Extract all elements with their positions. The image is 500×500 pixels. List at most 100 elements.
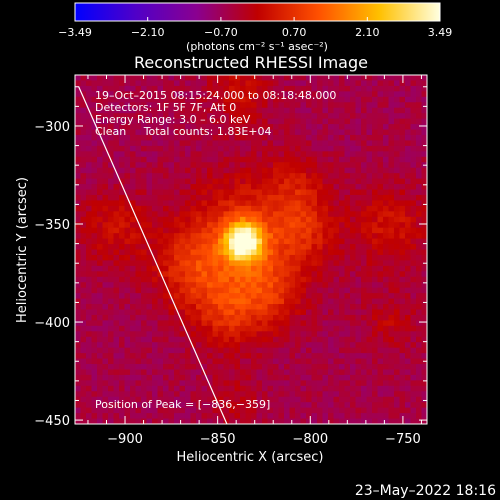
heatmap-cell — [372, 145, 379, 152]
heatmap-cell — [300, 151, 307, 158]
heatmap-cell — [405, 194, 412, 202]
heatmap-cell — [102, 314, 109, 321]
heatmap-cell — [234, 282, 241, 289]
heatmap-cell — [355, 102, 362, 109]
heatmap-cell — [267, 167, 274, 174]
heatmap-cell — [240, 156, 247, 163]
heatmap-cell — [366, 75, 373, 82]
heatmap-cell — [124, 173, 131, 180]
heatmap-cell — [91, 140, 98, 147]
heatmap-cell — [372, 233, 379, 240]
heatmap-cell — [388, 227, 395, 234]
heatmap-cell — [405, 102, 412, 109]
heatmap-cell — [108, 336, 115, 343]
heatmap-cell — [339, 282, 346, 289]
heatmap-cell — [240, 244, 247, 251]
heatmap-cell — [333, 336, 340, 343]
heatmap-cell — [350, 151, 357, 158]
heatmap-cell — [394, 189, 401, 196]
heatmap-cell — [256, 413, 263, 420]
heatmap-cell — [240, 124, 247, 131]
heatmap-cell — [284, 227, 291, 234]
colorbar-units: (photons cm⁻² s⁻¹ asec⁻²) — [186, 40, 328, 53]
heatmap-cell — [306, 145, 313, 152]
heatmap-cell — [256, 216, 263, 223]
heatmap-cell — [163, 396, 170, 403]
heatmap-cell — [234, 173, 241, 180]
heatmap-cell — [388, 293, 395, 300]
heatmap-cell — [146, 167, 153, 174]
heatmap-cell — [328, 314, 335, 321]
heatmap-cell — [322, 282, 329, 289]
heatmap-cell — [410, 271, 417, 278]
heatmap-cell — [168, 107, 175, 114]
heatmap-cell — [207, 96, 214, 103]
heatmap-cell — [289, 260, 296, 267]
heatmap-cell — [207, 265, 214, 272]
heatmap-cell — [113, 91, 120, 98]
heatmap-cell — [262, 385, 269, 392]
heatmap-cell — [322, 96, 329, 103]
heatmap-cell — [383, 287, 390, 294]
heatmap-cell — [179, 249, 186, 256]
heatmap-cell — [146, 222, 153, 229]
heatmap-cell — [361, 287, 368, 294]
heatmap-cell — [86, 271, 93, 278]
heatmap-cell — [102, 325, 109, 332]
heatmap-cell — [245, 80, 252, 87]
heatmap-cell — [201, 407, 208, 414]
heatmap-cell — [388, 260, 395, 267]
heatmap-cell — [146, 140, 153, 147]
heatmap-cell — [295, 304, 302, 311]
heatmap-cell — [355, 287, 362, 294]
heatmap-cell — [366, 309, 373, 316]
heatmap-cell — [218, 369, 225, 376]
heatmap-cell — [218, 222, 225, 229]
heatmap-cell — [416, 407, 423, 414]
heatmap-cell — [223, 304, 230, 311]
heatmap-cell — [75, 238, 82, 245]
heatmap-cell — [80, 320, 87, 327]
heatmap-cell — [273, 254, 280, 261]
heatmap-cell — [207, 233, 214, 240]
heatmap-cell — [262, 178, 269, 185]
heatmap-cell — [273, 364, 280, 371]
heatmap-cell — [372, 331, 379, 338]
heatmap-cell — [278, 167, 285, 174]
heatmap-cell — [124, 129, 131, 136]
heatmap-cell — [201, 80, 208, 87]
heatmap-cell — [361, 178, 368, 185]
heatmap-cell — [130, 314, 137, 321]
heatmap-cell — [135, 287, 142, 294]
heatmap-cell — [113, 418, 120, 424]
heatmap-cell — [179, 140, 186, 147]
heatmap-cell — [218, 151, 225, 158]
heatmap-cell — [317, 413, 324, 420]
heatmap-cell — [102, 364, 109, 371]
heatmap-cell — [383, 336, 390, 343]
heatmap-cell — [196, 298, 203, 305]
heatmap-cell — [185, 134, 192, 142]
heatmap-cell — [300, 96, 307, 103]
heatmap-cell — [152, 233, 159, 240]
heatmap-cell — [328, 320, 335, 327]
heatmap-cell — [300, 342, 307, 349]
heatmap-cell — [344, 358, 351, 365]
heatmap-cell — [207, 260, 214, 267]
heatmap-cell — [212, 151, 219, 158]
heatmap-cell — [212, 167, 219, 174]
heatmap-cell — [344, 189, 351, 196]
heatmap-cell — [306, 233, 313, 240]
heatmap-cell — [190, 194, 197, 202]
heatmap-cell — [284, 254, 291, 261]
heatmap-cell — [306, 178, 313, 185]
heatmap-cell — [251, 80, 258, 87]
heatmap-cell — [372, 162, 379, 169]
heatmap-cell — [300, 194, 307, 202]
heatmap-cell — [372, 129, 379, 136]
heatmap-cell — [75, 391, 82, 398]
heatmap-cell — [383, 96, 390, 103]
heatmap-cell — [399, 113, 406, 120]
heatmap-cell — [322, 364, 329, 371]
heatmap-cell — [421, 320, 427, 327]
